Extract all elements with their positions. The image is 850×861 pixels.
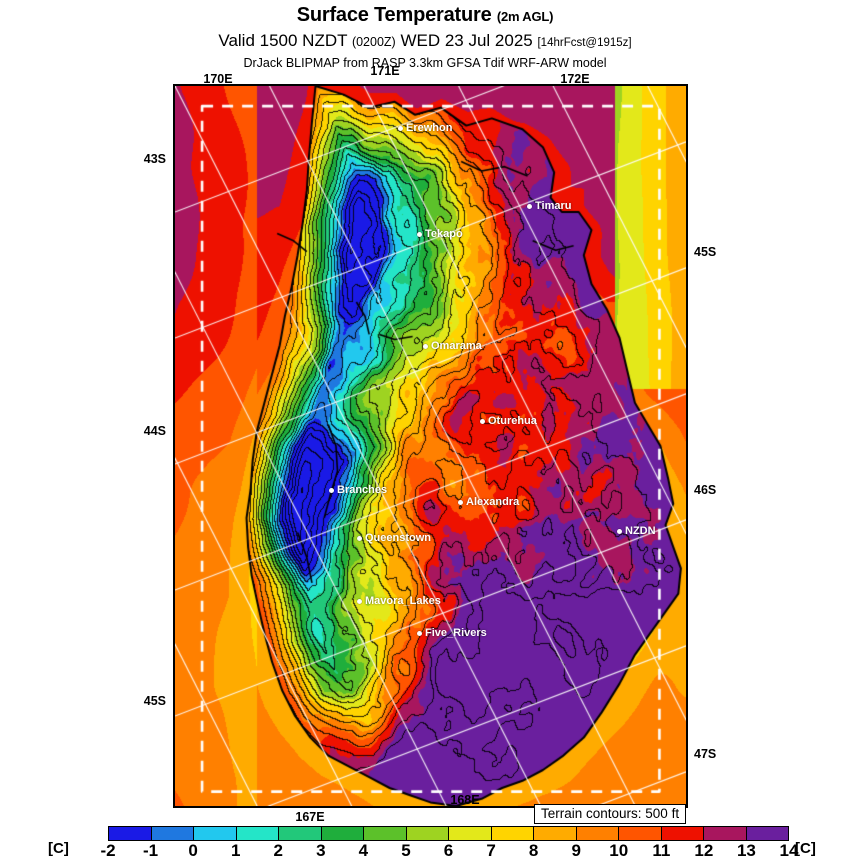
colorbar-swatch-13 (661, 827, 704, 840)
colorbar-region: [C] [C] -2 -1 0 1 2 3 4 5 6 7 8 9 10 11 12 13 14 (0, 824, 850, 860)
colorbar-tick-1: 1 (230, 841, 241, 860)
lon-label-172E: 172E (560, 72, 590, 86)
colorbar-tick-13: 13 (736, 841, 756, 860)
lon-label-167E: 167E (295, 810, 325, 824)
colorbar-swatch-7 (406, 827, 449, 840)
lon-label-171E: 171E (370, 64, 400, 78)
colorbar-swatch-6 (364, 827, 407, 840)
colorbar-tick-12: 12 (694, 841, 714, 860)
colorbar-tick-9: 9 (571, 841, 581, 860)
temperature-map[interactable]: Erewhon Timaru Tekapo Omarama Oturehua Branch… (173, 84, 688, 808)
colorbar-tick-0: 0 (188, 841, 198, 860)
colorbar-swatch-0 (109, 827, 152, 840)
main-title-text: Surface Temperature (296, 4, 492, 26)
lat-label-45S: 45S (694, 245, 717, 259)
terrain-contour-legend: Terrain contours: 500 ft (534, 804, 687, 824)
colorbar-unit-right: [C] (795, 840, 816, 857)
colorbar-swatch-3 (236, 827, 279, 840)
colorbar-swatch-2 (194, 827, 237, 840)
lat-label-44S: 44S (143, 424, 166, 438)
colorbar-swatch-14 (704, 827, 747, 840)
colorbar-tick-2: 2 (273, 841, 283, 860)
temperature-field-canvas (175, 86, 686, 806)
forecast-hour: [14hrFcst@1915z] (537, 37, 632, 49)
colorbar-tick--2: -2 (100, 841, 116, 860)
colorbar-tick-8: 8 (528, 841, 539, 860)
valid-utc-time: (0200Z) (351, 35, 396, 49)
colorbar-swatch-10 (534, 827, 577, 840)
lat-label-47S: 47S (694, 747, 717, 761)
main-title-subscript: (2m AGL) (496, 9, 554, 24)
colorbar (108, 826, 789, 841)
title-block: Surface Temperature (2m AGL) Valid 1500 … (0, 0, 850, 71)
colorbar-swatch-1 (151, 827, 194, 840)
lat-label-46S: 46S (694, 483, 717, 497)
colorbar-swatch-9 (491, 827, 534, 840)
lon-label-168E: 168E (450, 793, 480, 807)
valid-date: WED 23 Jul 2025 (400, 31, 533, 50)
colorbar-swatch-11 (576, 827, 619, 840)
colorbar-tick-3: 3 (316, 841, 326, 860)
colorbar-tick-11: 11 (652, 841, 671, 860)
lon-label-170E: 170E (203, 72, 233, 86)
colorbar-swatch-15 (746, 827, 788, 840)
colorbar-swatch-12 (619, 827, 662, 840)
colorbar-tick-4: 4 (358, 841, 369, 860)
valid-time-line: Valid 1500 NZDT (0200Z) WED 23 Jul 2025 … (0, 30, 850, 54)
valid-local-time: Valid 1500 NZDT (218, 31, 348, 50)
colorbar-tick-7: 7 (486, 841, 496, 860)
colorbar-tick--1: -1 (143, 841, 159, 860)
colorbar-tick-10: 10 (609, 841, 629, 860)
colorbar-tick-6: 6 (443, 841, 454, 860)
colorbar-swatch-8 (449, 827, 492, 840)
colorbar-tick-14: 14 (779, 841, 799, 860)
colorbar-unit-left: [C] (48, 840, 69, 857)
colorbar-tick-5: 5 (401, 841, 411, 860)
lat-label-45S: 45S (143, 694, 166, 708)
colorbar-swatch-4 (279, 827, 322, 840)
colorbar-swatch-5 (321, 827, 364, 840)
page-title: Surface Temperature (2m AGL) (0, 0, 850, 29)
lat-label-43S: 43S (143, 152, 166, 166)
model-source-line: DrJack BLIPMAP from RASP 3.3km GFSA Tdif… (243, 56, 607, 70)
